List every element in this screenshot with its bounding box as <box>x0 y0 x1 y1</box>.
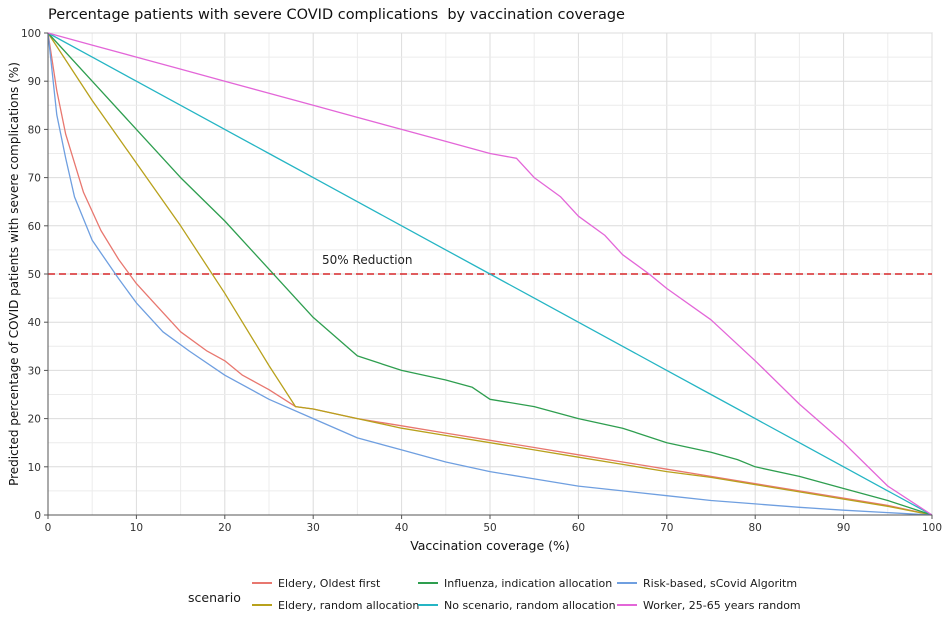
chart-plot: 50% Reduction 0 10 20 30 40 50 60 70 80 90 100 0 10 2… <box>7 28 942 553</box>
y-axis-label: Predicted percentage of COVID patients w… <box>7 62 21 486</box>
y-tick-label: 70 <box>28 173 41 185</box>
y-tick-label: 0 <box>34 510 41 522</box>
series-line-3 <box>47 32 933 516</box>
legend-label: Influenza, indication allocation <box>444 576 613 590</box>
legend-swatch <box>617 604 637 606</box>
x-tick-label: 90 <box>837 522 850 534</box>
reference-line-label: 50% Reduction <box>322 253 412 267</box>
legend-label: Eldery, random allocation <box>278 598 420 612</box>
legend-swatch <box>252 582 272 584</box>
legend-swatch <box>617 582 637 584</box>
x-tick-label: 100 <box>922 522 942 534</box>
x-tick-label: 50 <box>483 522 496 534</box>
series-line-4 <box>47 32 933 516</box>
y-tick-label: 80 <box>28 124 41 136</box>
legend-swatch <box>418 604 438 606</box>
x-tick-label: 30 <box>307 522 320 534</box>
legend-item: Eldery, Oldest first <box>252 575 380 591</box>
legend-swatch <box>252 604 272 606</box>
y-tick-label: 40 <box>28 317 41 329</box>
y-tick-label: 10 <box>28 462 41 474</box>
chart-title: Percentage patients with severe COVID co… <box>48 7 625 23</box>
x-tick-label: 60 <box>572 522 585 534</box>
y-tick-label: 100 <box>21 28 41 40</box>
legend-label: No scenario, random allocation <box>444 598 616 612</box>
legend-item: Eldery, random allocation <box>252 597 419 613</box>
series-line-2 <box>47 32 933 516</box>
x-tick-label: 10 <box>130 522 143 534</box>
legend-label: Eldery, Oldest first <box>278 576 381 590</box>
series-group <box>47 32 933 516</box>
x-tick-label: 0 <box>45 522 52 534</box>
y-tick-label: 20 <box>28 414 41 426</box>
y-tick-label: 50 <box>28 269 41 281</box>
legend-item: Risk-based, sCovid Algoritm <box>617 575 797 591</box>
x-tick-label: 40 <box>395 522 408 534</box>
series-line-5 <box>47 32 933 516</box>
x-tick-label: 20 <box>218 522 231 534</box>
axes: 0 10 20 30 40 50 60 70 80 90 100 0 10 20 30 40 50 60 70 80 9… <box>21 28 942 534</box>
y-tick-label: 60 <box>28 221 41 233</box>
series-line-6 <box>47 32 933 516</box>
legend-item: Influenza, indication allocation <box>418 575 612 591</box>
legend-label: Worker, 25-65 years random <box>643 598 801 612</box>
legend-item: Worker, 25-65 years random <box>617 597 801 613</box>
legend-swatch <box>418 582 438 584</box>
legend-label: Risk-based, sCovid Algoritm <box>643 576 798 590</box>
x-axis-label: Vaccination coverage (%) <box>410 538 570 553</box>
x-tick-label: 70 <box>660 522 673 534</box>
y-tick-label: 90 <box>28 76 41 88</box>
legend-title: scenario <box>188 590 241 605</box>
y-tick-label: 30 <box>28 365 41 377</box>
x-tick-label: 80 <box>749 522 762 534</box>
legend: scenario Eldery, Oldest first Eldery, ran… <box>0 570 943 625</box>
legend-item: No scenario, random allocation <box>418 597 616 613</box>
